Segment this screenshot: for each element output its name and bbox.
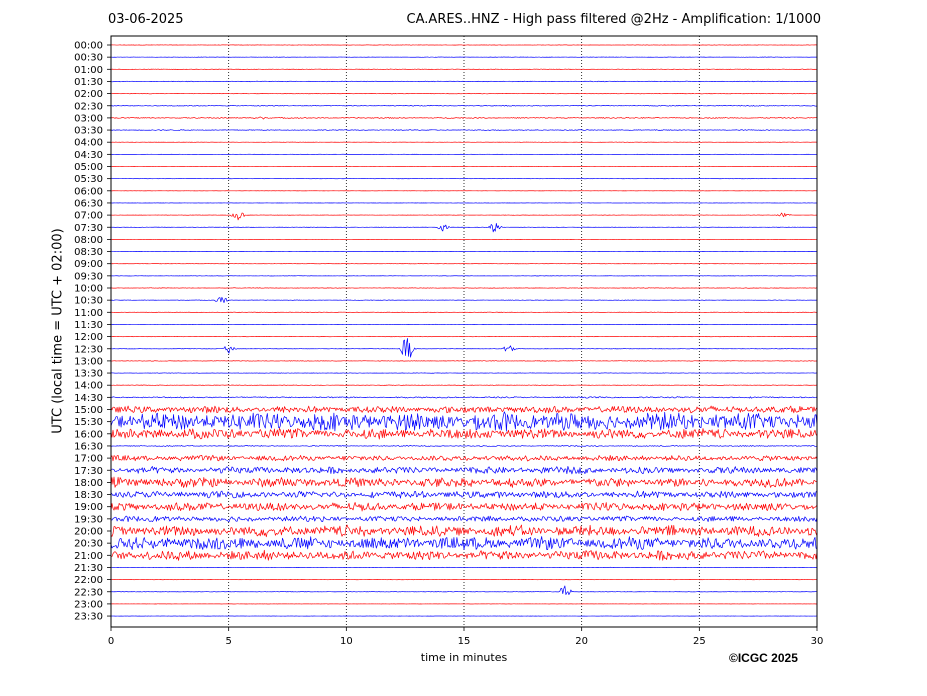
y-tick-label: 11:30 [74,320,103,331]
trace-row [110,104,818,107]
y-tick-label: 02:30 [74,101,103,112]
trace-row [110,116,818,120]
y-tick-label: 23:00 [74,599,103,610]
y-tick-label: 03:00 [74,113,103,124]
y-tick-label: 09:30 [74,271,103,282]
y-tick-label: 03:30 [74,126,103,137]
trace-row [110,411,818,432]
y-tick-label: 15:00 [74,405,103,416]
y-tick-label: 00:30 [74,53,103,64]
y-tick-label: 06:30 [74,198,103,209]
trace-row [110,476,818,488]
y-tick-label: 05:00 [74,162,103,173]
y-tick-label: 23:30 [74,612,103,623]
y-tick-label: 18:00 [74,478,103,489]
y-tick-label: 05:30 [74,174,103,185]
trace-row [110,549,818,561]
y-tick-label: 07:30 [74,223,103,234]
trace-row [110,68,818,70]
y-tick-label: 12:30 [74,344,103,355]
trace-row [110,92,818,95]
trace-row [110,524,818,538]
date-label: 03-06-2025 [108,12,184,27]
y-tick-label: 21:00 [74,551,103,562]
y-tick-label: 04:00 [74,138,103,149]
copyright-notice: ©ICGC 2025 [729,651,798,665]
trace-row [110,129,818,131]
y-tick-label: 13:30 [74,369,103,380]
trace-row [110,223,818,233]
y-tick-label: 17:30 [74,466,103,477]
trace-row [110,212,818,221]
y-tick-label: 01:30 [74,77,103,88]
trace-row [110,311,818,313]
y-tick-label: 20:30 [74,539,103,550]
trace-row [110,396,818,399]
y-tick-label: 16:30 [74,441,103,452]
y-tick-label: 19:30 [74,514,103,525]
y-tick-label: 17:00 [74,454,103,465]
y-tick-label: 22:30 [74,587,103,598]
x-tick-label: 5 [225,636,231,647]
y-tick-label: 22:00 [74,575,103,586]
y-tick-label: 10:30 [74,296,103,307]
trace-row [110,405,818,414]
x-tick-label: 10 [340,636,353,647]
trace-row [110,338,818,358]
x-tick-label: 20 [575,636,588,647]
y-tick-label: 11:00 [74,308,103,319]
x-tick-label: 30 [811,636,824,647]
y-tick-label: 19:00 [74,502,103,513]
y-tick-label: 04:30 [74,150,103,161]
y-tick-label: 08:30 [74,247,103,258]
trace-row [110,360,818,362]
y-tick-label: 15:30 [74,417,103,428]
y-tick-label: 01:00 [74,65,103,76]
x-tick-label: 25 [693,636,706,647]
trace-row [110,585,818,595]
trace-row [110,490,818,499]
trace-row [110,454,818,462]
y-tick-label: 13:00 [74,356,103,367]
trace-row [110,296,818,304]
y-tick-label: 16:00 [74,429,103,440]
y-tick-label: 02:00 [74,89,103,100]
x-tick-label: 0 [108,636,114,647]
y-tick-label: 18:30 [74,490,103,501]
y-tick-label: 00:00 [74,41,103,52]
y-tick-label: 14:30 [74,393,103,404]
y-tick-label: 10:00 [74,284,103,295]
y-tick-label: 12:00 [74,332,103,343]
y-tick-label: 06:00 [74,186,103,197]
trace-row [110,502,818,512]
y-tick-label: 21:30 [74,563,103,574]
trace-row [110,428,818,440]
y-axis-label: UTC (local time = UTC + 02:00) [50,228,66,434]
x-axis-label: time in minutes [420,651,508,664]
trace-row [110,80,818,83]
trace-row [110,384,818,386]
trace-row [110,465,818,475]
x-tick-label: 15 [458,636,471,647]
trace-row [110,536,818,551]
y-tick-label: 14:00 [74,381,103,392]
trace-row [110,515,818,523]
chart-title: CA.ARES..HNZ - High pass filtered @2Hz -… [406,12,821,27]
y-tick-label: 07:00 [74,211,103,222]
trace-row [110,287,818,289]
y-tick-label: 09:00 [74,259,103,270]
y-tick-label: 08:00 [74,235,103,246]
trace-row [110,445,818,447]
y-tick-label: 20:00 [74,527,103,538]
